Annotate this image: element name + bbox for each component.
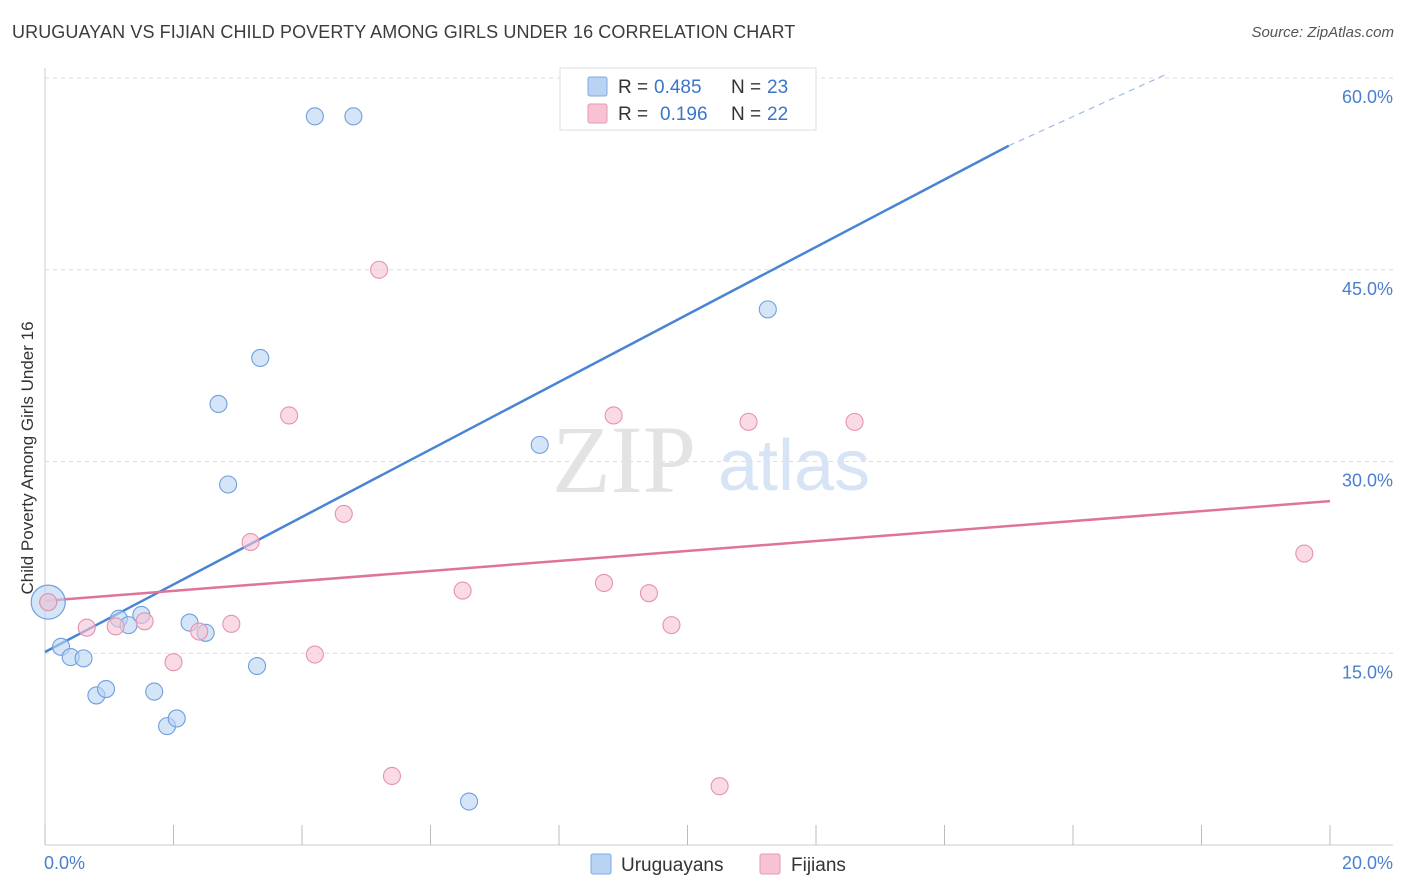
point-fijians-18	[710, 777, 729, 796]
legend-n-label-2: N =	[731, 104, 761, 125]
legend-n-label-1: N =	[731, 77, 761, 98]
point-fijians-12	[382, 766, 402, 786]
legend-swatch-uruguayans	[587, 76, 608, 97]
legend-r-label-1: R =	[618, 77, 648, 98]
trend-line-fijians	[44, 499, 1331, 603]
legend-r-label-2: R =	[618, 104, 648, 125]
point-uruguayans-18	[305, 107, 324, 126]
point-uruguayans-21	[530, 435, 549, 454]
legend-swatch-fijians	[587, 103, 608, 124]
trend-lines	[44, 72, 1331, 654]
point-uruguayans-19	[344, 107, 363, 126]
point-fijians-9	[305, 645, 324, 664]
axes	[44, 68, 1393, 846]
stats-legend: R = 0.485 N = 23 R = 0.196 N = 22	[559, 67, 817, 131]
y-tick-label-3: 60.0%	[1342, 87, 1393, 107]
point-uruguayans-15	[219, 475, 238, 494]
point-uruguayans-3	[74, 649, 93, 668]
source-label: Source: ZipAtlas.com	[1251, 24, 1394, 41]
point-fijians-0	[39, 593, 58, 612]
y-tick-label-2: 45.0%	[1342, 279, 1393, 299]
point-fijians-13	[453, 581, 472, 600]
x-tick-label-1: 20.0%	[1342, 853, 1393, 873]
bottom-swatch-fijians	[759, 853, 781, 875]
data-points	[30, 107, 1314, 811]
point-fijians-20	[845, 412, 864, 431]
point-fijians-2	[106, 617, 125, 636]
point-uruguayans-5	[96, 679, 116, 699]
legend-uruguayans: Uruguayans	[621, 855, 723, 876]
point-uruguayans-9	[145, 682, 164, 701]
legend-fijians: Fijians	[791, 855, 846, 876]
legend-r-value-1: 0.485	[654, 77, 702, 98]
point-fijians-15	[604, 406, 623, 425]
y-axis-label: Child Poverty Among Girls Under 16	[18, 321, 37, 594]
tick-labels: 15.0% 30.0% 45.0% 60.0% 0.0% 20.0%	[44, 87, 1393, 873]
y-tick-label-1: 30.0%	[1342, 471, 1393, 491]
point-fijians-14	[594, 573, 614, 592]
legend-r-value-2: 0.196	[660, 104, 708, 125]
legend-n-value-1: 23	[767, 77, 788, 98]
gridlines	[45, 77, 1393, 654]
series-legend: Uruguayans Fijians	[590, 853, 846, 876]
trend-line-uruguayans	[44, 144, 1010, 654]
watermark-zip: ZIP	[552, 406, 696, 513]
point-uruguayans-16	[247, 656, 267, 676]
legend-n-value-2: 22	[767, 104, 788, 125]
point-fijians-8	[280, 406, 299, 425]
point-fijians-21	[1295, 544, 1314, 563]
point-uruguayans-20	[459, 792, 479, 811]
x-tick-label-0: 0.0%	[44, 853, 85, 873]
point-uruguayans-14	[209, 394, 228, 414]
bottom-swatch-uruguayans	[590, 853, 612, 875]
point-fijians-7	[241, 532, 260, 552]
y-tick-label-0: 15.0%	[1342, 662, 1393, 682]
chart-title: URUGUAYAN VS FIJIAN CHILD POVERTY AMONG …	[12, 22, 796, 42]
point-uruguayans-11	[167, 709, 186, 728]
point-fijians-4	[164, 653, 183, 672]
point-uruguayans-17	[251, 348, 270, 368]
point-fijians-16	[639, 584, 659, 603]
point-uruguayans-22	[758, 300, 777, 319]
trend-line-uruguayans-extension	[1008, 72, 1170, 147]
point-fijians-1	[77, 618, 96, 637]
point-fijians-11	[370, 260, 389, 279]
watermark-atlas: atlas	[718, 426, 870, 506]
point-fijians-10	[334, 504, 353, 523]
point-fijians-19	[739, 412, 758, 431]
point-fijians-17	[662, 616, 681, 635]
point-fijians-5	[190, 622, 209, 641]
point-fijians-6	[222, 614, 241, 633]
point-fijians-3	[135, 612, 154, 631]
